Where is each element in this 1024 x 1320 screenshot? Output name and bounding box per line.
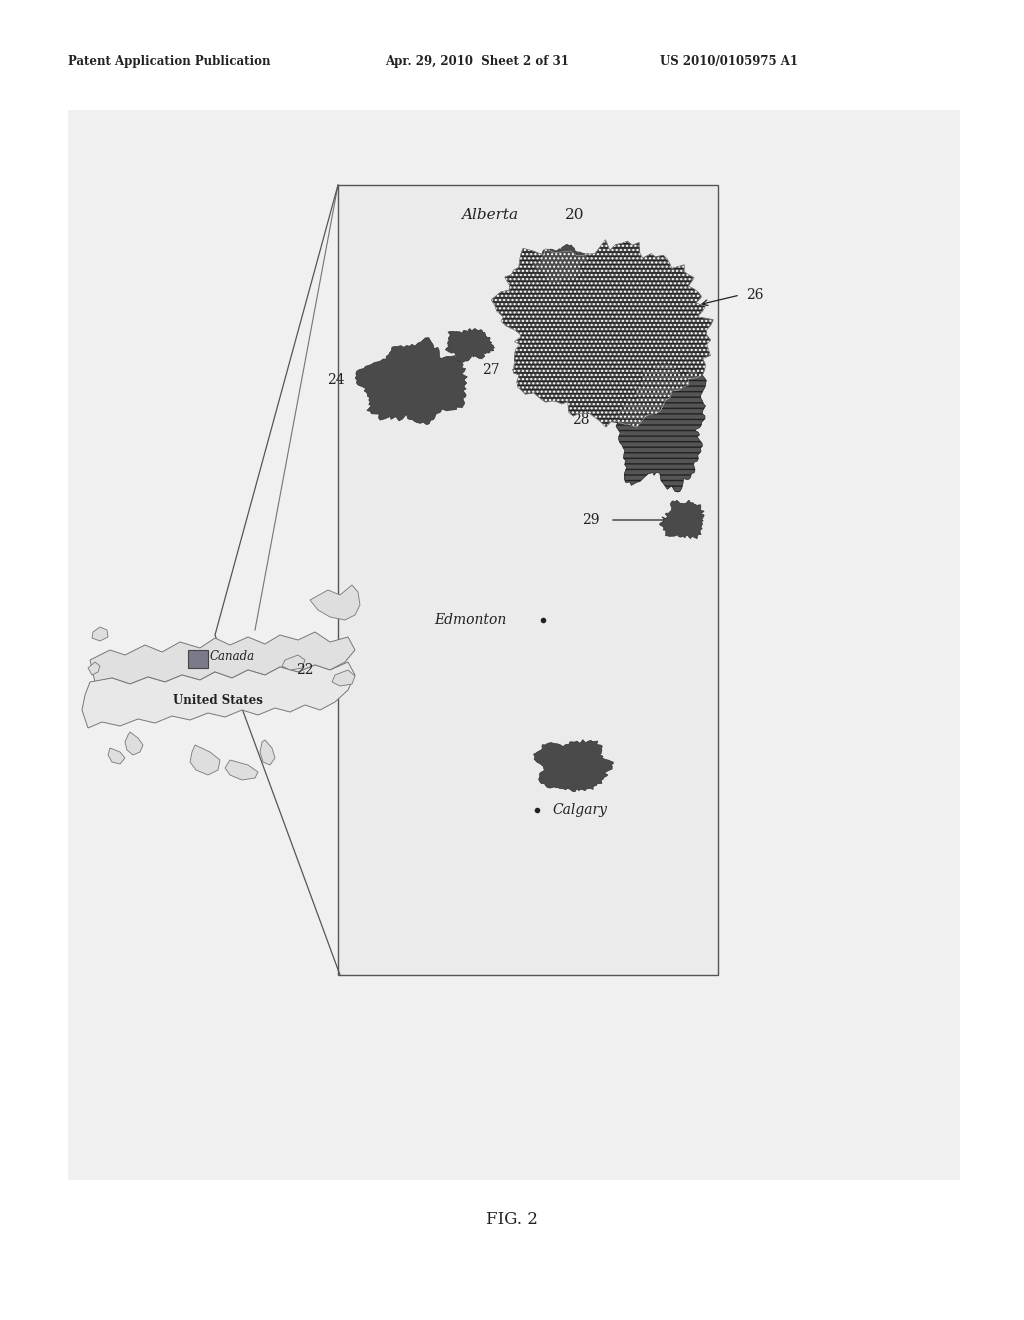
- Polygon shape: [88, 663, 100, 675]
- Polygon shape: [282, 655, 305, 671]
- Text: Alberta: Alberta: [462, 209, 518, 222]
- Polygon shape: [82, 663, 355, 729]
- Polygon shape: [92, 627, 108, 642]
- Polygon shape: [355, 338, 467, 425]
- Polygon shape: [310, 585, 360, 620]
- Polygon shape: [90, 632, 355, 684]
- Polygon shape: [445, 329, 495, 362]
- Text: 22: 22: [296, 663, 313, 677]
- Polygon shape: [190, 744, 220, 775]
- Text: Edmonton: Edmonton: [434, 612, 506, 627]
- Text: 20: 20: [565, 209, 585, 222]
- Text: FIG. 2: FIG. 2: [486, 1212, 538, 1229]
- Text: Apr. 29, 2010  Sheet 2 of 31: Apr. 29, 2010 Sheet 2 of 31: [385, 55, 569, 69]
- Text: United States: United States: [173, 693, 263, 706]
- Polygon shape: [531, 244, 589, 284]
- Polygon shape: [659, 500, 705, 539]
- Polygon shape: [188, 649, 208, 668]
- Polygon shape: [534, 739, 613, 792]
- Polygon shape: [492, 240, 713, 428]
- Text: Patent Application Publication: Patent Application Publication: [68, 55, 270, 69]
- Text: 24: 24: [328, 374, 345, 387]
- Text: 29: 29: [583, 513, 600, 527]
- Text: Calgary: Calgary: [553, 803, 607, 817]
- Polygon shape: [125, 733, 143, 755]
- Text: 28: 28: [572, 413, 590, 426]
- Text: US 2010/0105975 A1: US 2010/0105975 A1: [660, 55, 798, 69]
- Text: 26: 26: [746, 288, 764, 302]
- Polygon shape: [260, 741, 275, 766]
- Text: 27: 27: [482, 363, 500, 378]
- Polygon shape: [332, 671, 355, 686]
- Polygon shape: [108, 748, 125, 764]
- Text: Canada: Canada: [210, 649, 255, 663]
- Polygon shape: [338, 185, 718, 975]
- Polygon shape: [616, 359, 707, 492]
- Polygon shape: [225, 760, 258, 780]
- Polygon shape: [68, 110, 961, 1180]
